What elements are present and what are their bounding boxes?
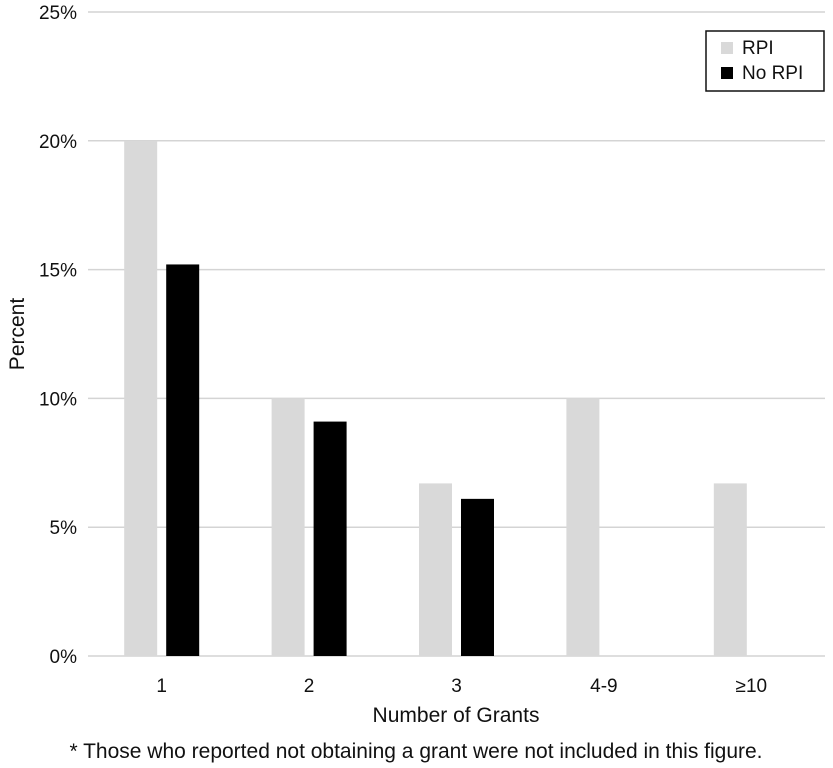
y-tick-label: 25% (39, 3, 77, 24)
footnote: * Those who reported not obtaining a gra… (69, 740, 762, 763)
bar-no-rpi-2 (461, 498, 494, 656)
bar-rpi-3 (566, 398, 600, 656)
bar-no-rpi-1 (313, 421, 347, 656)
bar-rpi-2 (419, 483, 452, 656)
x-tick-label: ≥10 (736, 676, 768, 697)
y-axis-ticks: 0% 5% 10% 15% 20% 25% (39, 3, 77, 668)
legend: RPI No RPI (705, 30, 825, 92)
x-tick-label: 4-9 (590, 676, 617, 697)
y-tick-label: 0% (50, 647, 78, 668)
x-axis-title: Number of Grants (373, 704, 540, 727)
legend-swatch-rpi (721, 42, 733, 54)
x-tick-label: 1 (156, 676, 167, 697)
x-axis-ticks: 1 2 3 4-9 ≥10 (156, 676, 767, 697)
legend-swatch-no-rpi (721, 67, 733, 79)
y-tick-label: 15% (39, 261, 77, 282)
x-tick-label: 2 (304, 676, 315, 697)
y-axis-title: Percent (6, 298, 29, 371)
bar-no-rpi-0 (166, 264, 200, 656)
bar-rpi-1 (271, 398, 305, 656)
grid-layer (88, 11, 825, 657)
legend-label-no-rpi: No RPI (742, 63, 803, 84)
bars-layer (124, 140, 747, 657)
bar-rpi-4 (713, 483, 747, 656)
x-tick-label: 3 (451, 676, 462, 697)
bar-rpi-0 (124, 140, 158, 657)
y-tick-label: 5% (50, 518, 78, 539)
legend-box (705, 30, 825, 92)
y-tick-label: 20% (39, 132, 77, 153)
y-tick-label: 10% (39, 389, 77, 410)
legend-label-rpi: RPI (742, 38, 774, 59)
